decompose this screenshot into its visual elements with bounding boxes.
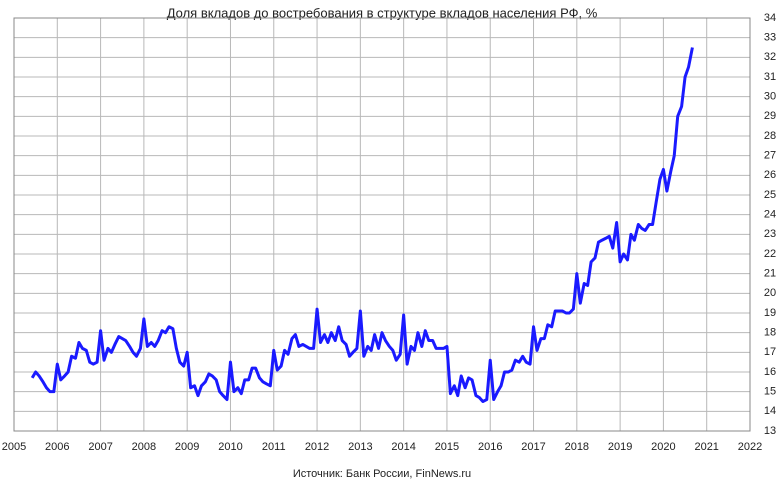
x-tick-label: 2005 <box>2 441 26 453</box>
plot-frame <box>13 17 751 432</box>
x-tick-label: 2014 <box>391 441 415 453</box>
y-tick-label: 32 <box>764 51 776 63</box>
y-tick-label: 25 <box>764 189 776 201</box>
y-tick-label: 19 <box>764 307 776 319</box>
x-tick-label: 2021 <box>694 441 718 453</box>
x-tick-label: 2007 <box>88 441 112 453</box>
y-tick-label: 20 <box>764 287 776 299</box>
y-tick-label: 16 <box>764 366 776 378</box>
y-tick-label: 34 <box>764 12 776 24</box>
y-tick-label: 17 <box>764 346 776 358</box>
y-tick-label: 23 <box>764 228 776 240</box>
x-tick-label: 2008 <box>132 441 156 453</box>
y-tick-label: 21 <box>764 268 776 280</box>
x-tick-label: 2006 <box>45 441 69 453</box>
y-tick-label: 26 <box>764 169 776 181</box>
x-tick-label: 2018 <box>565 441 589 453</box>
x-tick-label: 2019 <box>608 441 632 453</box>
x-tick-label: 2010 <box>218 441 242 453</box>
x-tick-label: 2020 <box>651 441 675 453</box>
y-tick-label: 31 <box>764 71 776 83</box>
y-tick-label: 24 <box>764 209 776 221</box>
x-tick-label: 2009 <box>175 441 199 453</box>
source-note: Источник: Банк России, FinNews.ru <box>293 468 471 480</box>
x-tick-label: 2012 <box>305 441 329 453</box>
x-tick-label: 2016 <box>478 441 502 453</box>
y-tick-label: 14 <box>764 405 776 417</box>
y-tick-label: 27 <box>764 150 776 162</box>
y-tick-label: 28 <box>764 130 776 142</box>
x-tick-label: 2022 <box>738 441 762 453</box>
y-tick-label: 29 <box>764 110 776 122</box>
chart-title: Доля вкладов до востребования в структур… <box>167 5 598 20</box>
x-tick-label: 2017 <box>521 441 545 453</box>
x-tick-label: 2011 <box>262 441 286 453</box>
x-tick-label: 2013 <box>348 441 372 453</box>
y-tick-label: 22 <box>764 248 776 260</box>
y-tick-label: 33 <box>764 32 776 44</box>
y-tick-label: 15 <box>764 386 776 398</box>
x-tick-label: 2015 <box>435 441 459 453</box>
y-tick-label: 18 <box>764 327 776 339</box>
y-tick-label: 30 <box>764 91 776 103</box>
data-line <box>30 47 694 403</box>
y-tick-label: 13 <box>764 425 776 437</box>
